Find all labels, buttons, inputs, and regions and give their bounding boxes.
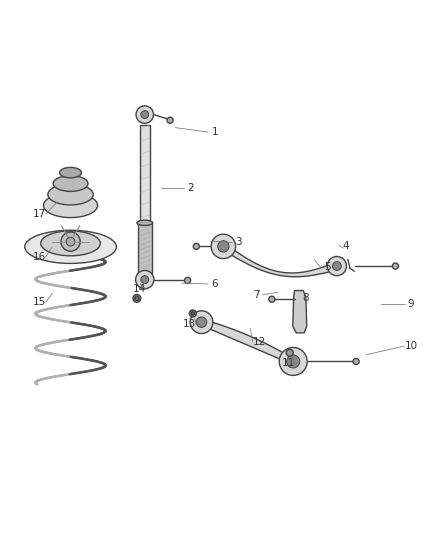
Text: 15: 15 [32, 297, 46, 308]
Ellipse shape [43, 193, 98, 217]
Bar [138, 223, 152, 273]
Circle shape [167, 117, 173, 123]
Ellipse shape [53, 176, 88, 191]
Text: 10: 10 [405, 341, 418, 351]
Bar [140, 125, 150, 223]
Circle shape [332, 262, 341, 270]
Circle shape [287, 355, 300, 368]
Text: 7: 7 [253, 290, 259, 300]
Ellipse shape [48, 184, 93, 205]
Text: 11: 11 [281, 358, 295, 368]
Text: 9: 9 [408, 298, 414, 309]
Circle shape [191, 312, 194, 315]
Circle shape [136, 270, 154, 289]
Circle shape [184, 277, 191, 284]
Circle shape [218, 241, 229, 252]
Text: 5: 5 [324, 262, 331, 272]
Circle shape [193, 244, 199, 249]
Text: 13: 13 [183, 319, 196, 329]
Circle shape [189, 310, 196, 317]
Circle shape [136, 106, 153, 123]
Ellipse shape [41, 231, 100, 256]
Text: 17: 17 [32, 209, 46, 219]
Ellipse shape [137, 220, 152, 225]
Circle shape [61, 232, 80, 251]
Circle shape [135, 296, 139, 301]
Circle shape [353, 358, 359, 365]
Circle shape [141, 276, 149, 284]
Polygon shape [223, 243, 337, 277]
Circle shape [211, 234, 236, 259]
Circle shape [327, 256, 346, 276]
Text: 8: 8 [302, 293, 309, 303]
Text: 3: 3 [235, 238, 242, 247]
Circle shape [392, 263, 399, 269]
Text: 12: 12 [253, 337, 266, 346]
Circle shape [141, 111, 149, 118]
Text: 6: 6 [211, 279, 218, 289]
Circle shape [196, 317, 207, 327]
Circle shape [66, 237, 75, 246]
Ellipse shape [60, 167, 81, 178]
Circle shape [190, 311, 213, 334]
Ellipse shape [25, 230, 117, 263]
Circle shape [279, 348, 307, 375]
Polygon shape [293, 290, 307, 333]
Text: 14: 14 [133, 284, 146, 294]
Text: 16: 16 [32, 252, 46, 262]
Text: 4: 4 [343, 240, 349, 251]
Text: 2: 2 [187, 183, 194, 193]
Text: 1: 1 [211, 127, 218, 137]
Circle shape [133, 294, 141, 302]
Polygon shape [201, 319, 293, 365]
Circle shape [286, 349, 293, 356]
Circle shape [269, 296, 275, 302]
